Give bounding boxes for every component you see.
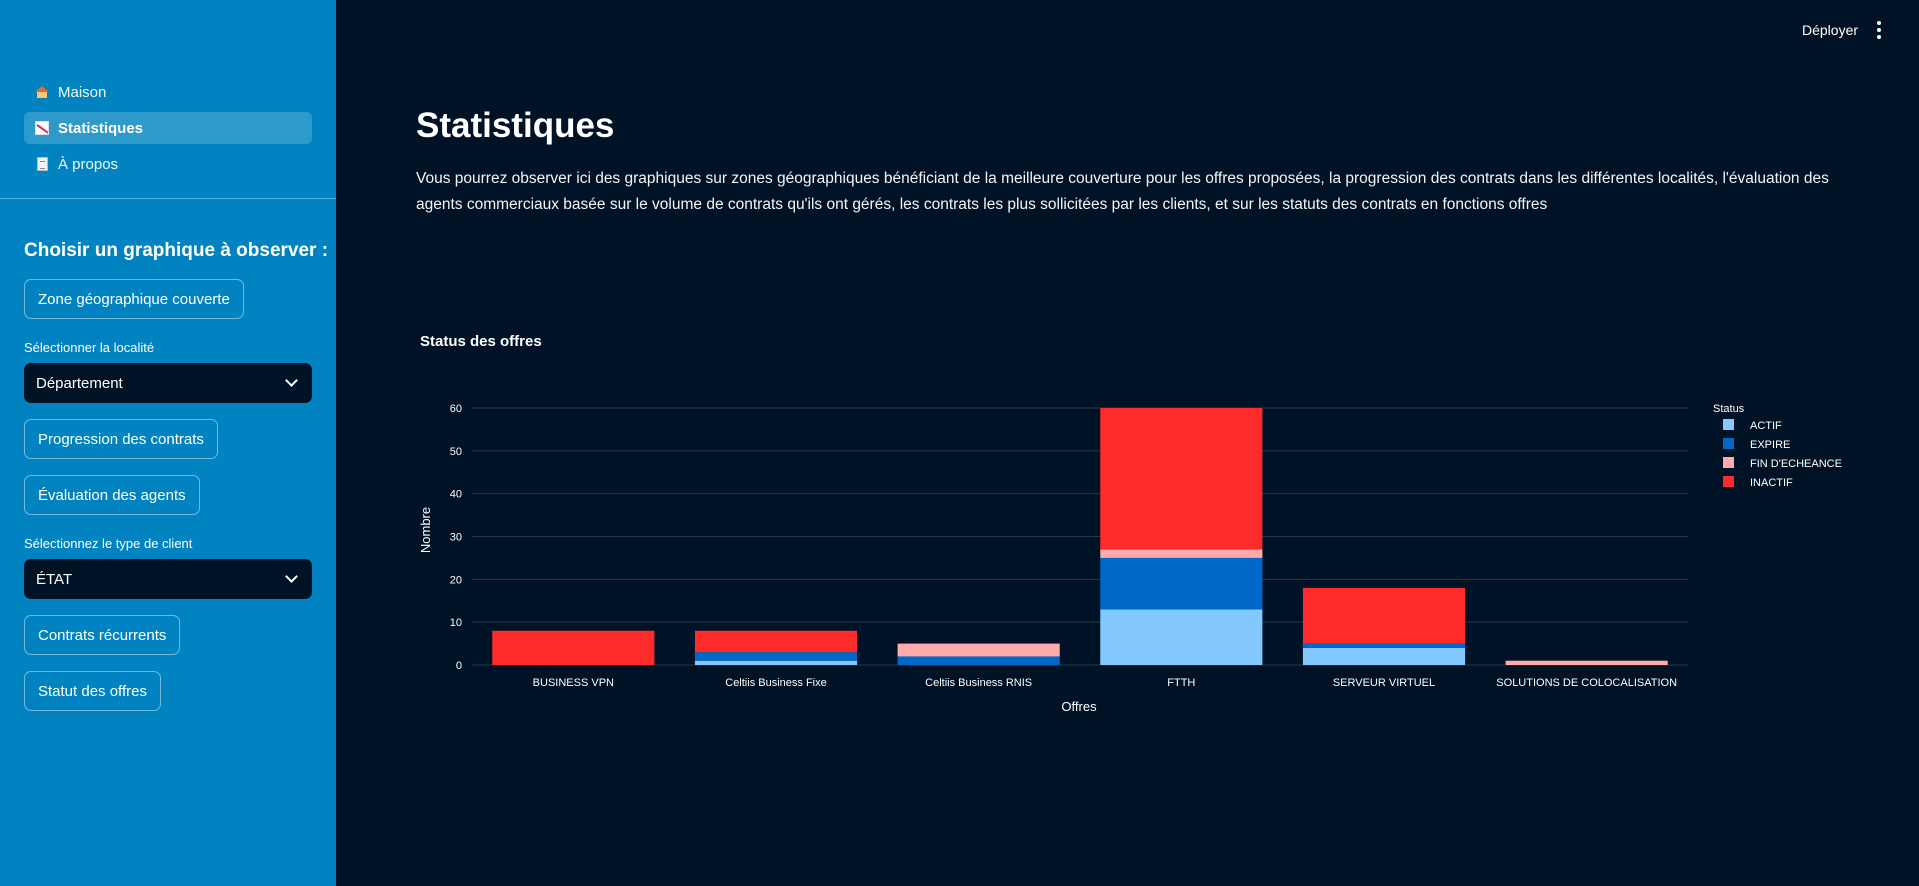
client-type-select[interactable]: ÉTAT bbox=[24, 559, 312, 599]
bar-segment bbox=[492, 630, 655, 665]
nav-item-statistiques[interactable]: Statistiques bbox=[24, 112, 312, 144]
bar-segment bbox=[694, 630, 858, 653]
nav-label: Statistiques bbox=[58, 119, 144, 137]
x-tick-label: Celtiis Business Fixe bbox=[725, 677, 826, 689]
localite-select-value: Département bbox=[36, 374, 123, 392]
y-tick-label: 30 bbox=[450, 532, 462, 544]
nav-item-a-propos[interactable]: À propos bbox=[24, 148, 312, 180]
more-options-icon[interactable] bbox=[1876, 21, 1882, 39]
sidebar: Maison Statistiques À propos Choisir un … bbox=[0, 0, 336, 886]
y-tick-label: 50 bbox=[450, 446, 462, 458]
legend-title: Status bbox=[1713, 403, 1745, 415]
chevron-down-icon bbox=[285, 374, 298, 387]
bar-segment bbox=[1302, 643, 1466, 648]
x-tick-label: FTTH bbox=[1167, 677, 1195, 689]
client-type-select-value: ÉTAT bbox=[36, 570, 73, 588]
bar-segment bbox=[1100, 549, 1263, 558]
nav-label: À propos bbox=[58, 155, 119, 173]
bar-segment bbox=[1302, 647, 1466, 665]
bar-segment bbox=[1100, 557, 1263, 610]
progression-contrats-button[interactable]: Progression des contrats bbox=[24, 419, 218, 459]
ticks-layer: 0 10 20 30 40 50 60 BUSINESS VPN Celtiis Busines… bbox=[450, 403, 1677, 689]
evaluation-agents-button[interactable]: Évaluation des agents bbox=[24, 475, 200, 515]
nav-label: Maison bbox=[58, 83, 107, 101]
x-tick-label: SERVEUR VIRTUEL bbox=[1333, 677, 1435, 689]
bar-segment bbox=[1100, 408, 1263, 550]
contrats-recurrents-button[interactable]: Contrats récurrents bbox=[24, 615, 181, 655]
page-title: Statistiques bbox=[416, 106, 615, 145]
legend-item-label: FIN D'ECHEANCE bbox=[1750, 458, 1842, 470]
legend-swatch bbox=[1723, 457, 1734, 468]
chart-title: Status des offres bbox=[420, 333, 542, 350]
grid-layer bbox=[472, 407, 1688, 666]
nav-item-maison[interactable]: Maison bbox=[24, 76, 312, 108]
y-tick-label: 20 bbox=[450, 574, 462, 586]
legend: Status ACTIF EXPIRE FIN D'ECHEANCE INACTIF bbox=[1713, 403, 1842, 489]
y-axis-title: Nombre bbox=[418, 507, 433, 553]
bar-segment bbox=[1505, 660, 1668, 665]
bar-segment bbox=[694, 660, 858, 665]
x-axis-title: Offres bbox=[1061, 699, 1097, 714]
bar-segment bbox=[1302, 587, 1466, 644]
deploy-button[interactable]: Déployer bbox=[1802, 22, 1859, 38]
status-offres-chart: Status des offres 0 10 20 30 40 50 60 BUSINESS … bbox=[410, 320, 1850, 720]
localite-label: Sélectionner la localité bbox=[24, 340, 155, 355]
sidebar-nav: Maison Statistiques À propos bbox=[24, 76, 312, 184]
chart-icon bbox=[34, 120, 50, 136]
legend-item-label: ACTIF bbox=[1750, 420, 1782, 432]
chart-svg: Status des offres 0 10 20 30 40 50 60 BUSINESS … bbox=[418, 333, 1842, 714]
y-tick-label: 60 bbox=[450, 403, 462, 415]
sidebar-divider bbox=[0, 198, 336, 199]
x-tick-label: BUSINESS VPN bbox=[533, 677, 614, 689]
y-tick-label: 40 bbox=[450, 489, 462, 501]
legend-swatch bbox=[1723, 438, 1734, 449]
legend-item-label: EXPIRE bbox=[1750, 439, 1790, 451]
bar-segment bbox=[1100, 609, 1263, 665]
y-tick-label: 10 bbox=[450, 617, 462, 629]
chevron-down-icon bbox=[285, 570, 298, 583]
document-icon bbox=[34, 156, 50, 172]
localite-select[interactable]: Département bbox=[24, 363, 312, 403]
x-tick-label: Celtiis Business RNIS bbox=[925, 677, 1032, 689]
client-type-label: Sélectionnez le type de client bbox=[24, 536, 193, 551]
sidebar-section-title: Choisir un graphique à observer : bbox=[24, 240, 329, 261]
statut-offres-button[interactable]: Statut des offres bbox=[24, 671, 161, 711]
bar-segment bbox=[694, 652, 858, 661]
bars-layer bbox=[492, 408, 1668, 665]
legend-item-label: INACTIF bbox=[1750, 477, 1793, 489]
page-description: Vous pourrez observer ici des graphiques… bbox=[416, 170, 1829, 213]
bar-segment bbox=[897, 656, 1060, 665]
zone-geographique-button[interactable]: Zone géographique couverte bbox=[24, 279, 244, 319]
legend-swatch bbox=[1723, 476, 1734, 487]
y-tick-label: 0 bbox=[456, 660, 462, 672]
bar-segment bbox=[897, 643, 1060, 657]
x-tick-label: SOLUTIONS DE COLOCALISATION bbox=[1496, 677, 1677, 689]
home-icon bbox=[34, 84, 50, 100]
legend-swatch bbox=[1723, 419, 1734, 430]
